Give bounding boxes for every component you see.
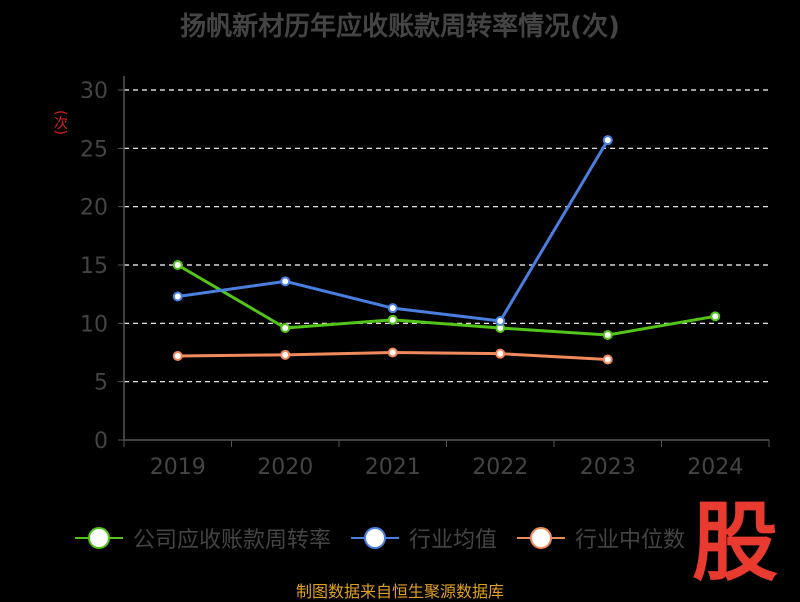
data-point-1-2023: [602, 135, 613, 146]
data-point-2-2022: [495, 348, 506, 359]
y-tick-label-25: 25: [80, 137, 108, 162]
legend-label-company: 公司应收账款周转率: [133, 528, 332, 553]
data-point-2-2021: [387, 347, 398, 358]
legend-label-industry-average: 行业均值: [409, 528, 498, 553]
data-point-0-2021: [387, 314, 398, 325]
data-point-0-2020: [280, 323, 291, 333]
x-tick-label-2024: 2024: [687, 455, 743, 480]
series-line-1: [177, 139, 610, 323]
chart-legend: 公司应收账款周转率 行业均值 行业中位数: [75, 520, 705, 556]
data-point-1-2020: [280, 276, 291, 287]
legend-item-company[interactable]: 公司应收账款周转率: [75, 522, 331, 554]
y-tick-label-30: 30: [80, 79, 108, 104]
x-tick-label-2019: 2019: [150, 455, 206, 480]
y-tick-label-0: 0: [94, 429, 108, 454]
y-tick-label-10: 10: [80, 312, 108, 337]
data-point-0-2019: [172, 260, 183, 270]
x-tick-label-2022: 2022: [472, 455, 528, 480]
data-source-note: 制图数据来自恒生聚源数据库: [295, 582, 504, 601]
x-tick-label-2020: 2020: [257, 455, 313, 480]
legend-label-industry-median: 行业中位数: [575, 528, 686, 553]
data-point-2-2023: [602, 354, 613, 365]
x-tick-label-2021: 2021: [365, 455, 421, 480]
y-tick-label-20: 20: [80, 196, 108, 221]
legend-marker-company: [75, 526, 123, 550]
chart-title: 扬帆新材历年应收账款周转率情况(次): [180, 12, 620, 42]
data-point-0-2024: [710, 311, 721, 322]
y-tick-label-5: 5: [94, 371, 108, 396]
legend-marker-industry-median: [517, 526, 566, 550]
series-line-0: [176, 263, 716, 337]
legend-item-industry-median[interactable]: 行业中位数: [517, 522, 685, 554]
y-tick-label-15: 15: [80, 254, 108, 279]
data-point-2-2019: [172, 351, 183, 361]
data-point-1-2022: [495, 316, 506, 326]
data-point-2-2020: [280, 349, 291, 360]
data-point-1-2021: [387, 303, 398, 314]
legend-item-industry-average[interactable]: 行业均值: [351, 522, 497, 554]
legend-marker-industry-average: [351, 526, 400, 550]
data-point-1-2019: [172, 291, 183, 302]
x-tick-label-2023: 2023: [580, 455, 636, 480]
y-axis-unit-label: (次): [52, 110, 68, 135]
watermark-logo: 股: [692, 493, 778, 593]
data-point-0-2023: [602, 330, 613, 340]
